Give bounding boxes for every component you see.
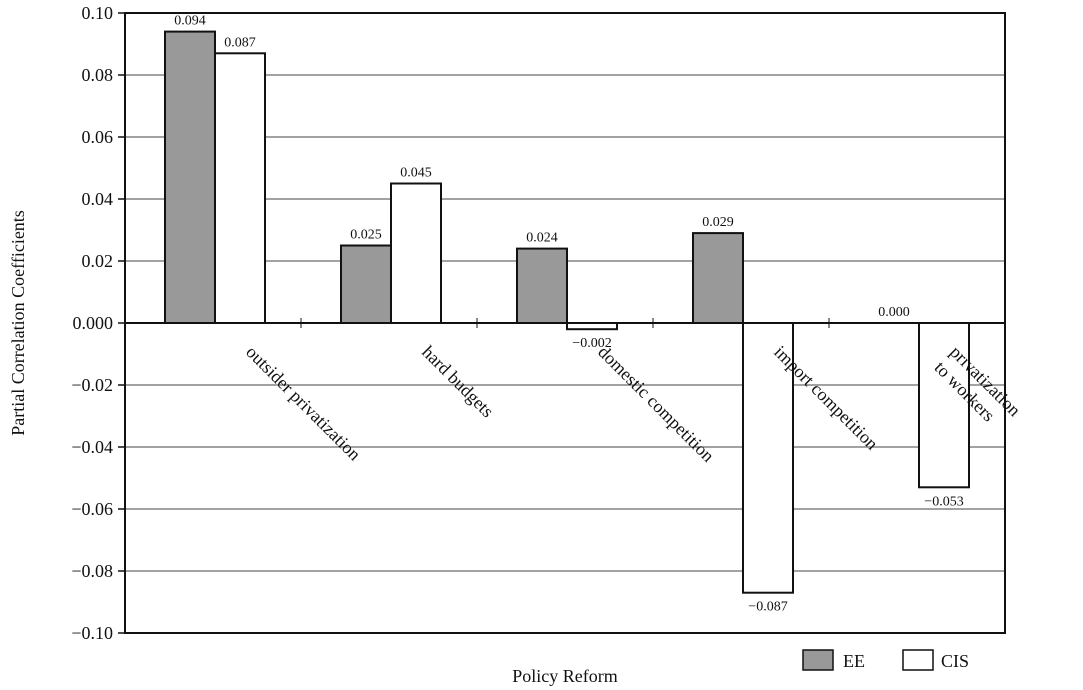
bar-cis-1 <box>214 52 266 325</box>
bar-ee-3 <box>516 247 568 325</box>
y-tick-label: 0.04 <box>82 189 114 209</box>
bar-ee-4 <box>692 232 744 325</box>
bar-cis-3 <box>566 322 618 331</box>
data-label-ee-5: 0.000 <box>878 305 910 320</box>
y-tick-label: 0.02 <box>82 251 114 271</box>
data-label-cis-4: −0.087 <box>748 600 787 615</box>
y-tick-label: −0.08 <box>71 561 113 581</box>
y-axis-title: Partial Correlation Coefficients <box>8 210 28 436</box>
y-axis-ticks: 0.10 0.08 0.06 0.04 0.02 0.000 −0.02 −0.04 −0.06… <box>71 3 125 643</box>
legend-swatch-cis <box>902 649 934 671</box>
data-label-ee-3: 0.024 <box>526 231 558 246</box>
y-tick-label: 0.10 <box>82 3 114 23</box>
data-label-cis-5: −0.053 <box>924 494 963 509</box>
data-label-cis-2: 0.045 <box>400 166 432 181</box>
y-tick-label: 0.08 <box>82 65 114 85</box>
data-label-cis-3: −0.002 <box>572 336 611 351</box>
category-label: outsider privatization <box>242 342 365 465</box>
x-axis-title: Policy Reform <box>512 666 618 686</box>
bar-ee-2 <box>340 244 392 324</box>
bar-cis-4 <box>742 322 794 594</box>
bar-cis-2 <box>390 182 442 324</box>
legend-swatch-ee <box>802 649 834 671</box>
y-tick-label: −0.02 <box>71 375 113 395</box>
data-labels: 0.094 0.087 0.025 0.045 0.024 −0.002 0.029 −0.0… <box>174 14 963 615</box>
data-label-ee-4: 0.029 <box>702 215 734 230</box>
bar-ee-1 <box>164 30 216 324</box>
y-tick-label: −0.06 <box>71 499 113 519</box>
data-label-cis-1: 0.087 <box>224 35 256 50</box>
plot-frame <box>124 12 1006 634</box>
legend-label-cis: CIS <box>941 651 969 671</box>
bars <box>164 30 970 594</box>
data-label-ee-1: 0.094 <box>174 14 206 29</box>
bar-cis-5 <box>918 322 970 489</box>
data-label-ee-2: 0.025 <box>350 228 382 243</box>
y-tick-label: 0.000 <box>73 313 114 333</box>
legend: EE CIS <box>802 649 969 671</box>
category-label: hard budgets <box>418 342 498 422</box>
y-tick-label: 0.06 <box>82 127 114 147</box>
y-tick-label: −0.04 <box>71 437 113 457</box>
y-tick-label: −0.10 <box>71 623 113 643</box>
legend-label-ee: EE <box>843 651 865 671</box>
